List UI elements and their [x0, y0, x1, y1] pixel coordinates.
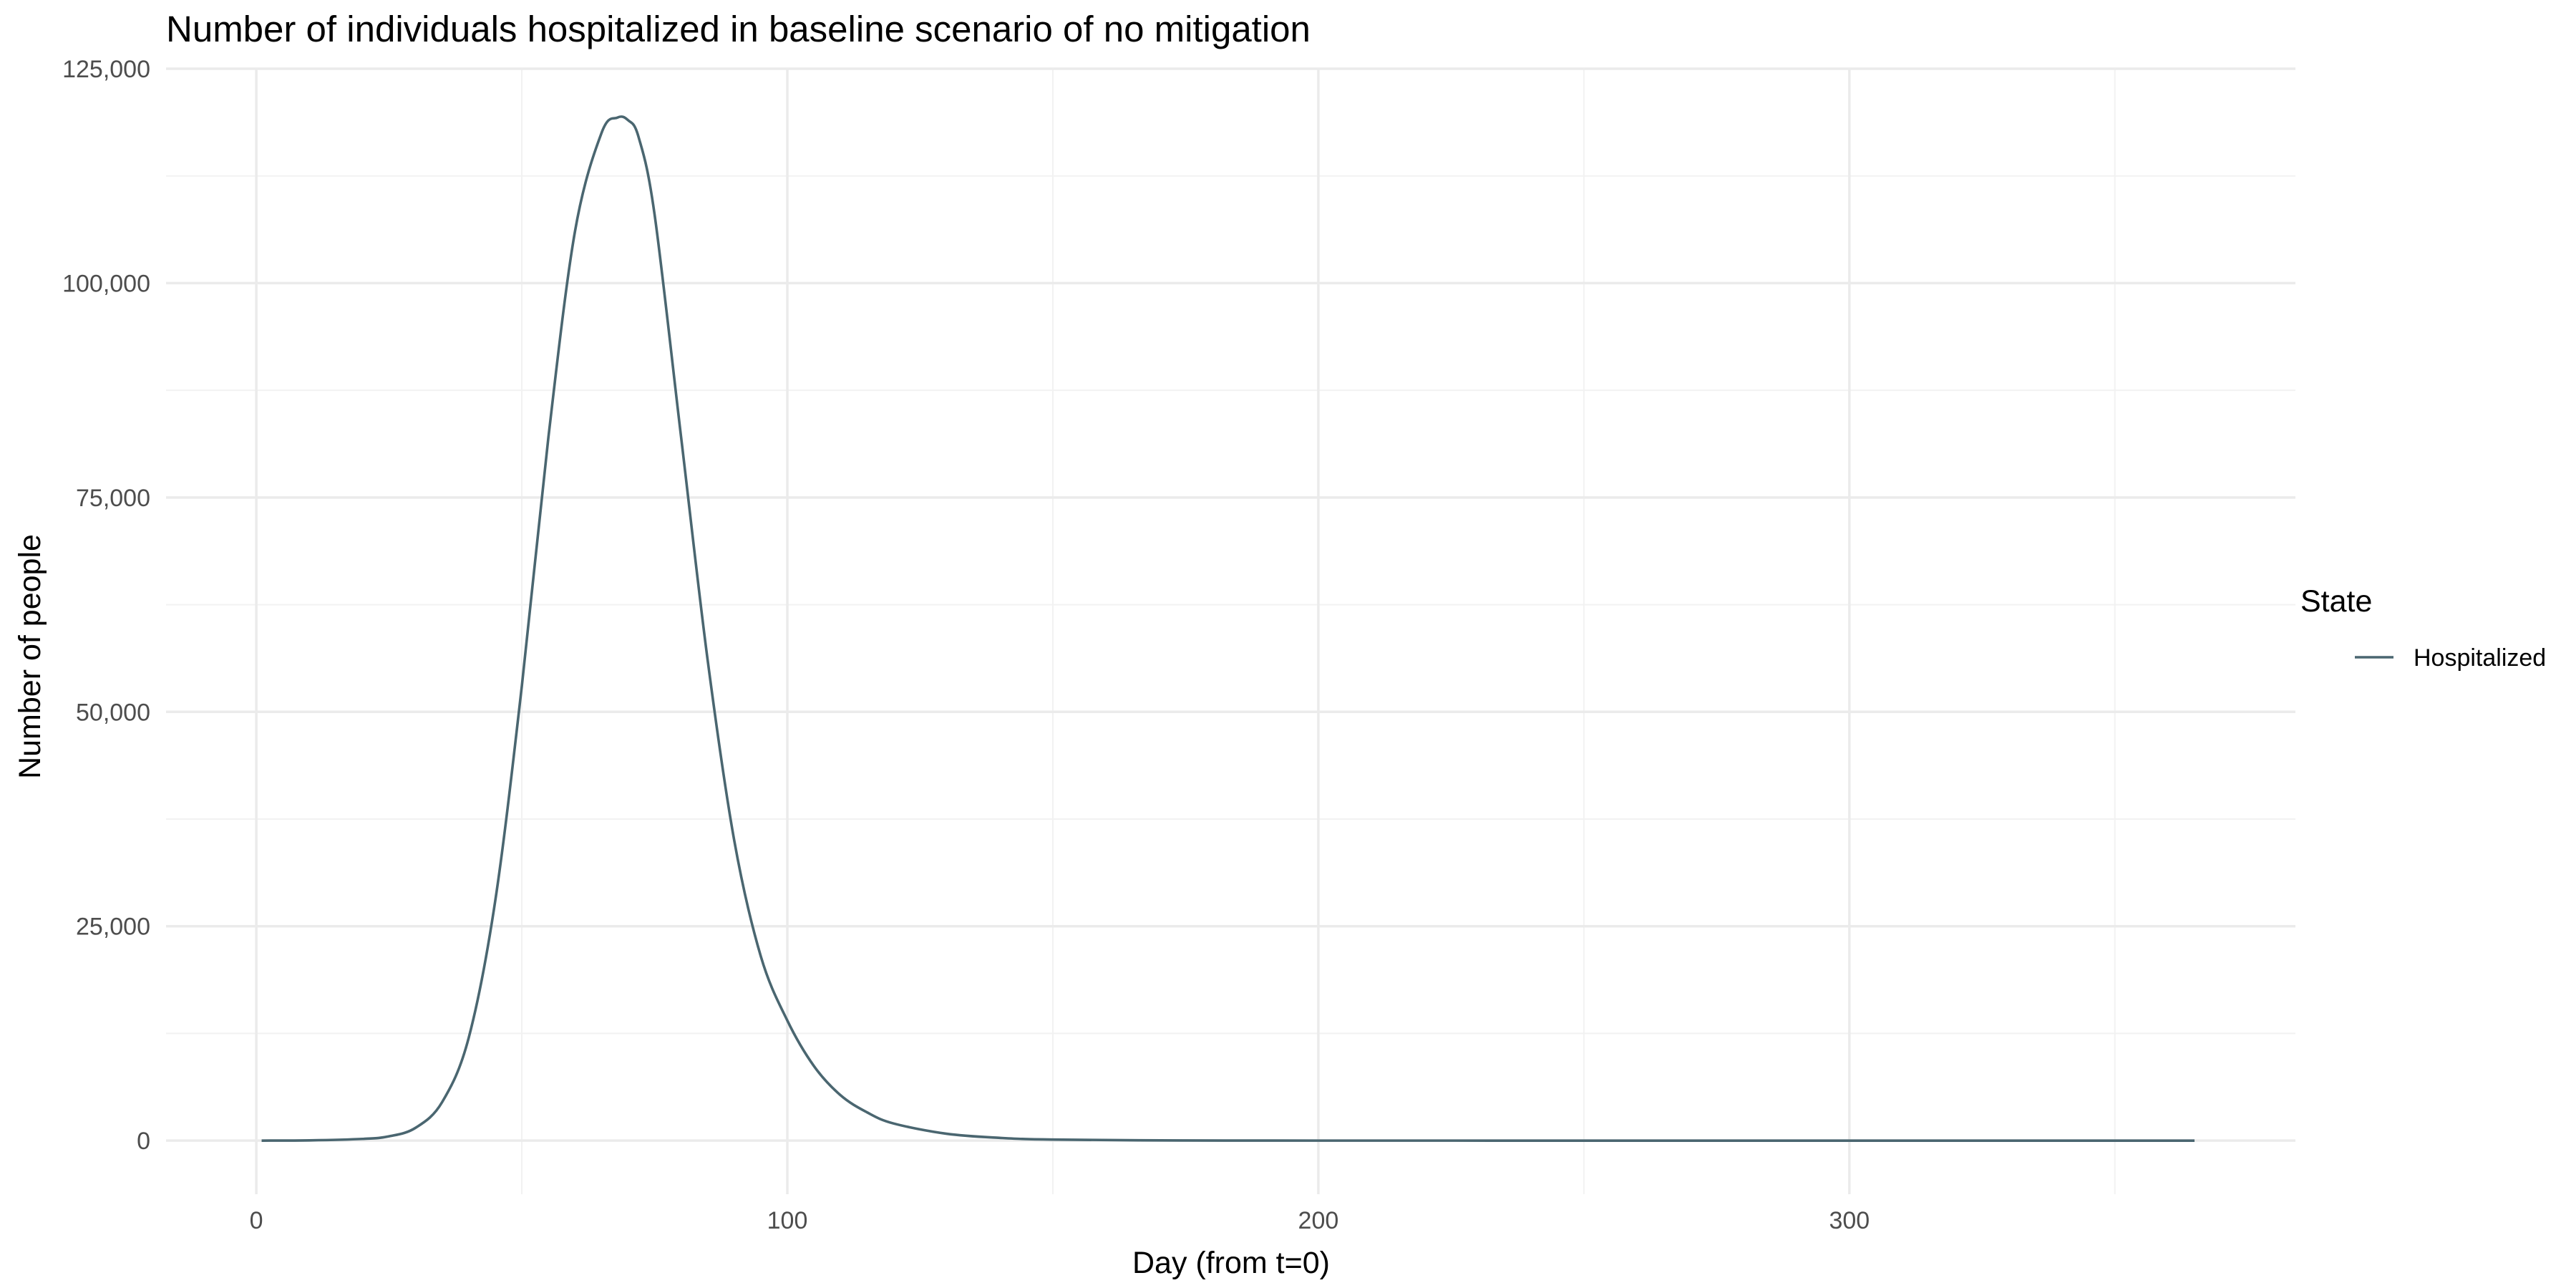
- legend-title: State: [2300, 584, 2372, 619]
- y-tick-label: 50,000: [76, 699, 150, 726]
- y-tick-label: 125,000: [62, 56, 150, 83]
- series-line-hospitalized: [261, 115, 2195, 1142]
- legend-label: Hospitalized: [2414, 644, 2546, 672]
- x-tick-label: 200: [1298, 1207, 1339, 1234]
- y-axis-ticks: 0 25,000 50,000 75,000 100,000 125,000: [62, 56, 150, 1155]
- legend: State Hospitalized: [2300, 584, 2546, 672]
- y-tick-label: 75,000: [76, 485, 150, 512]
- x-tick-label: 100: [767, 1207, 808, 1234]
- series-lines: [261, 115, 2195, 1142]
- x-tick-label: 300: [1829, 1207, 1870, 1234]
- y-tick-label: 25,000: [76, 914, 150, 941]
- x-tick-label: 0: [250, 1207, 263, 1234]
- legend-entries: Hospitalized: [2355, 644, 2546, 672]
- y-tick-label: 0: [137, 1128, 150, 1155]
- x-axis-ticks: 0 100 200 300: [250, 1207, 1870, 1234]
- y-tick-label: 100,000: [62, 270, 150, 297]
- grid: [166, 67, 2295, 1194]
- chart-title: Number of individuals hospitalized in ba…: [166, 9, 1311, 49]
- x-axis-title: Day (from t=0): [1132, 1246, 1330, 1280]
- y-axis-title: Number of people: [13, 534, 47, 779]
